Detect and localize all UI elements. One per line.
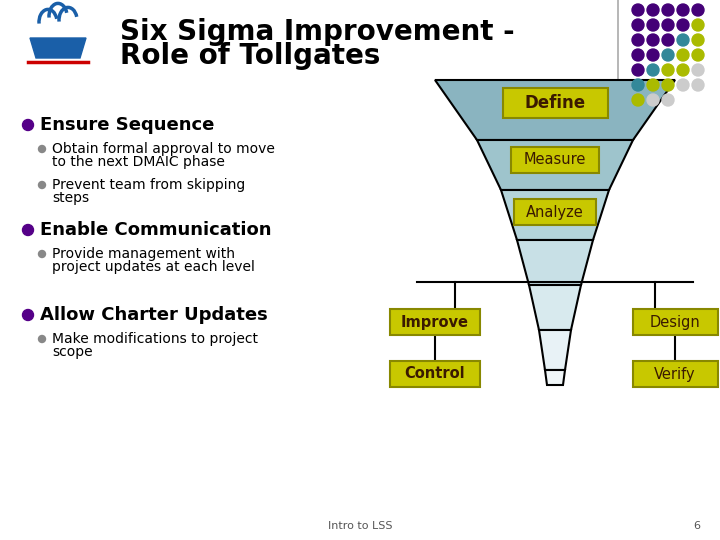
Text: Six Sigma Improvement -: Six Sigma Improvement - [120,18,515,46]
Polygon shape [517,240,593,285]
Text: Measure: Measure [524,152,586,167]
Circle shape [647,64,659,76]
FancyBboxPatch shape [503,88,608,118]
Text: Make modifications to project: Make modifications to project [52,332,258,346]
Text: Prevent team from skipping: Prevent team from skipping [52,178,246,192]
Circle shape [662,64,674,76]
FancyBboxPatch shape [390,309,480,335]
Text: Intro to LSS: Intro to LSS [328,521,392,531]
Text: steps: steps [52,191,89,205]
Circle shape [662,79,674,91]
Text: Design: Design [649,314,701,329]
Circle shape [38,181,45,188]
Text: Improve: Improve [401,314,469,329]
Circle shape [632,64,644,76]
Circle shape [677,79,689,91]
FancyBboxPatch shape [632,309,718,335]
Circle shape [22,225,34,235]
Circle shape [692,79,704,91]
Circle shape [692,34,704,46]
Polygon shape [477,140,633,190]
FancyBboxPatch shape [390,361,480,387]
Polygon shape [501,190,609,240]
Circle shape [692,64,704,76]
Text: Analyze: Analyze [526,205,584,219]
Circle shape [692,4,704,16]
Circle shape [22,309,34,321]
Circle shape [632,19,644,31]
Text: Role of Tollgates: Role of Tollgates [120,42,380,70]
Circle shape [22,119,34,131]
Text: scope: scope [52,345,93,359]
Polygon shape [529,285,581,330]
Circle shape [677,64,689,76]
Circle shape [677,34,689,46]
Circle shape [662,19,674,31]
Text: to the next DMAIC phase: to the next DMAIC phase [52,155,225,169]
Circle shape [647,19,659,31]
Text: 6: 6 [693,521,700,531]
Text: Obtain formal approval to move: Obtain formal approval to move [52,142,275,156]
Circle shape [692,19,704,31]
Circle shape [632,4,644,16]
Circle shape [662,34,674,46]
Circle shape [677,49,689,61]
Text: project updates at each level: project updates at each level [52,260,255,274]
Text: Provide management with: Provide management with [52,247,235,261]
Circle shape [632,34,644,46]
Circle shape [632,94,644,106]
Circle shape [38,335,45,342]
FancyBboxPatch shape [514,199,596,225]
Text: Verify: Verify [654,367,696,381]
Circle shape [632,79,644,91]
Circle shape [662,94,674,106]
Circle shape [647,79,659,91]
Text: Define: Define [524,94,585,112]
Circle shape [677,19,689,31]
Circle shape [38,251,45,258]
FancyBboxPatch shape [511,147,599,173]
Polygon shape [435,80,675,140]
Circle shape [662,4,674,16]
Polygon shape [539,330,571,370]
Circle shape [38,145,45,152]
Circle shape [647,49,659,61]
Text: Control: Control [405,367,465,381]
Circle shape [677,4,689,16]
Text: Allow Charter Updates: Allow Charter Updates [40,306,268,324]
Circle shape [662,49,674,61]
Polygon shape [545,370,565,385]
Circle shape [692,49,704,61]
Circle shape [647,4,659,16]
Text: Enable Communication: Enable Communication [40,221,271,239]
Text: Ensure Sequence: Ensure Sequence [40,116,215,134]
Circle shape [647,34,659,46]
FancyBboxPatch shape [632,361,718,387]
Circle shape [647,94,659,106]
Circle shape [632,49,644,61]
Polygon shape [30,38,86,58]
